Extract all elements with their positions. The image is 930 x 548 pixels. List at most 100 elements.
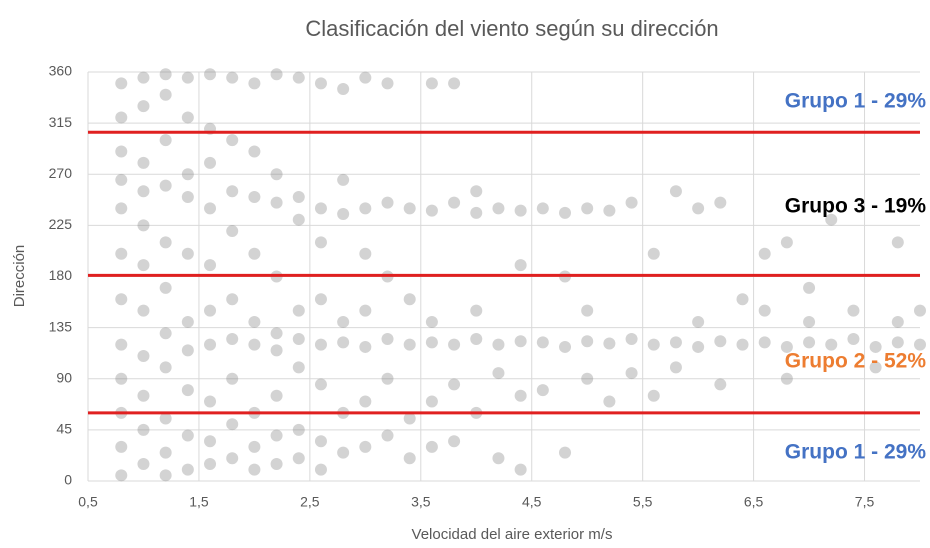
point	[181, 344, 194, 357]
point	[669, 185, 682, 198]
point	[714, 196, 727, 209]
annotation: Grupo 2 - 52%	[785, 350, 927, 373]
point	[337, 315, 350, 328]
point	[115, 440, 128, 453]
point	[159, 68, 172, 81]
point	[181, 111, 194, 124]
point	[270, 327, 283, 340]
point	[270, 429, 283, 442]
point	[448, 77, 461, 90]
point	[692, 315, 705, 328]
point	[270, 389, 283, 402]
point	[403, 202, 416, 215]
point	[714, 378, 727, 391]
point	[181, 190, 194, 203]
point	[159, 88, 172, 101]
point	[181, 71, 194, 84]
point	[448, 435, 461, 448]
point	[314, 77, 327, 90]
point	[292, 213, 305, 226]
point	[891, 336, 904, 349]
x-tick-label: 7,5	[855, 494, 875, 510]
y-tick-label: 225	[49, 216, 73, 232]
point	[204, 395, 217, 408]
point	[137, 389, 150, 402]
x-tick-label: 1,5	[189, 494, 209, 510]
y-tick-label: 315	[49, 114, 73, 130]
point	[869, 340, 882, 353]
point	[248, 190, 261, 203]
point	[536, 202, 549, 215]
point	[292, 332, 305, 345]
point	[248, 145, 261, 158]
point	[914, 338, 926, 351]
point	[159, 469, 172, 482]
point	[780, 372, 793, 385]
point	[292, 452, 305, 465]
point	[292, 190, 305, 203]
point	[425, 336, 438, 349]
point	[204, 435, 217, 448]
point	[270, 68, 283, 81]
point	[181, 384, 194, 397]
point	[359, 247, 372, 260]
y-axis-label: Dirección	[11, 245, 28, 308]
point	[403, 412, 416, 425]
point	[847, 332, 860, 345]
point	[492, 452, 505, 465]
point	[115, 372, 128, 385]
point	[692, 202, 705, 215]
point	[780, 340, 793, 353]
point	[226, 332, 239, 345]
point	[359, 71, 372, 84]
point	[137, 219, 150, 232]
point	[314, 378, 327, 391]
point	[159, 327, 172, 340]
point	[825, 338, 838, 351]
point	[425, 315, 438, 328]
point	[736, 338, 749, 351]
point	[159, 134, 172, 147]
point	[625, 367, 638, 380]
point	[514, 463, 527, 476]
y-tick-label: 270	[49, 165, 73, 181]
x-tick-label: 3,5	[411, 494, 431, 510]
point	[869, 361, 882, 374]
point	[803, 315, 816, 328]
x-tick-label: 5,5	[633, 494, 653, 510]
point	[514, 204, 527, 217]
point	[603, 395, 616, 408]
point	[137, 423, 150, 436]
point	[448, 378, 461, 391]
point	[292, 71, 305, 84]
point	[292, 423, 305, 436]
point	[559, 206, 572, 219]
point	[337, 83, 350, 96]
point	[492, 367, 505, 380]
point	[115, 247, 128, 260]
point	[226, 134, 239, 147]
point	[425, 440, 438, 453]
point	[159, 412, 172, 425]
point	[204, 338, 217, 351]
point	[248, 463, 261, 476]
point	[115, 469, 128, 482]
point	[470, 185, 483, 198]
point	[115, 77, 128, 90]
point	[669, 336, 682, 349]
point	[204, 68, 217, 81]
point	[181, 463, 194, 476]
point	[381, 77, 394, 90]
point	[603, 337, 616, 350]
point	[714, 335, 727, 348]
point	[381, 196, 394, 209]
point	[914, 304, 926, 317]
point	[226, 372, 239, 385]
point	[159, 236, 172, 249]
point	[803, 336, 816, 349]
point	[470, 332, 483, 345]
point	[314, 202, 327, 215]
point	[314, 236, 327, 249]
point	[204, 259, 217, 272]
